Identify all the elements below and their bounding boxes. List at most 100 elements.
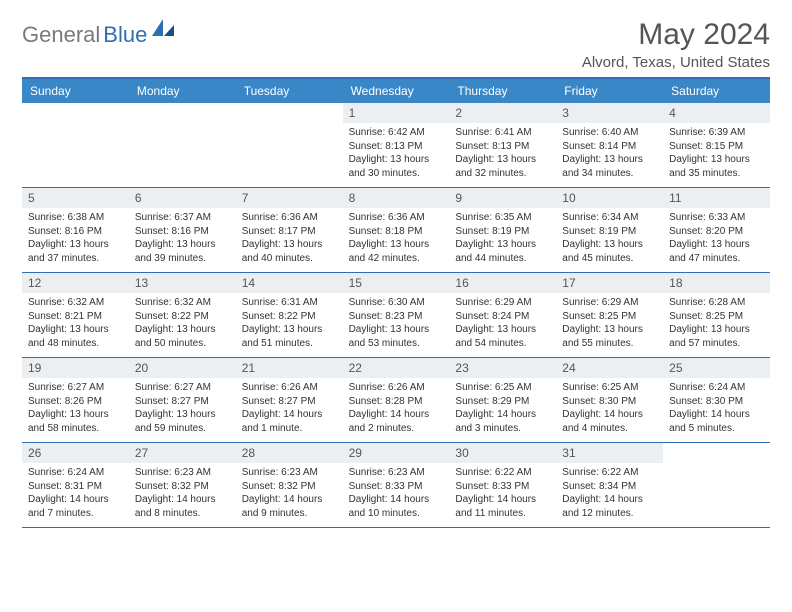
day-number: 11 [663, 188, 770, 208]
sunset-text: Sunset: 8:19 PM [562, 225, 657, 239]
sunrise-text: Sunrise: 6:38 AM [28, 211, 123, 225]
day-info: Sunrise: 6:38 AMSunset: 8:16 PMDaylight:… [26, 211, 125, 265]
sunrise-text: Sunrise: 6:26 AM [349, 381, 444, 395]
sunrise-text: Sunrise: 6:29 AM [455, 296, 550, 310]
header: GeneralBlue May 2024 Alvord, Texas, Unit… [22, 18, 770, 71]
daylight-text: Daylight: 14 hours and 5 minutes. [669, 408, 764, 435]
day-info: Sunrise: 6:32 AMSunset: 8:22 PMDaylight:… [133, 296, 232, 350]
sunrise-text: Sunrise: 6:28 AM [669, 296, 764, 310]
logo-text-2: Blue [103, 22, 147, 48]
week-row: 19Sunrise: 6:27 AMSunset: 8:26 PMDayligh… [22, 358, 770, 443]
day-cell: 20Sunrise: 6:27 AMSunset: 8:27 PMDayligh… [129, 358, 236, 442]
week-row: ...1Sunrise: 6:42 AMSunset: 8:13 PMDayli… [22, 103, 770, 188]
dayhead-wed: Wednesday [343, 79, 450, 103]
sunset-text: Sunset: 8:25 PM [562, 310, 657, 324]
daylight-text: Daylight: 14 hours and 3 minutes. [455, 408, 550, 435]
dayhead-sat: Saturday [663, 79, 770, 103]
day-number: 18 [663, 273, 770, 293]
sunset-text: Sunset: 8:13 PM [455, 140, 550, 154]
daylight-text: Daylight: 13 hours and 40 minutes. [242, 238, 337, 265]
sunrise-text: Sunrise: 6:39 AM [669, 126, 764, 140]
sunrise-text: Sunrise: 6:27 AM [135, 381, 230, 395]
day-info: Sunrise: 6:27 AMSunset: 8:26 PMDaylight:… [26, 381, 125, 435]
day-cell: 30Sunrise: 6:22 AMSunset: 8:33 PMDayligh… [449, 443, 556, 527]
sunset-text: Sunset: 8:16 PM [28, 225, 123, 239]
day-cell: 15Sunrise: 6:30 AMSunset: 8:23 PMDayligh… [343, 273, 450, 357]
day-info: Sunrise: 6:24 AMSunset: 8:31 PMDaylight:… [26, 466, 125, 520]
sunset-text: Sunset: 8:22 PM [242, 310, 337, 324]
day-cell: 5 Sunrise: 6:38 AMSunset: 8:16 PMDaylight… [22, 188, 129, 272]
day-cell: 24Sunrise: 6:25 AMSunset: 8:30 PMDayligh… [556, 358, 663, 442]
daylight-text: Daylight: 14 hours and 8 minutes. [135, 493, 230, 520]
day-info: Sunrise: 6:25 AMSunset: 8:29 PMDaylight:… [453, 381, 552, 435]
sunset-text: Sunset: 8:30 PM [669, 395, 764, 409]
sail-icon [152, 19, 174, 42]
day-info: Sunrise: 6:23 AMSunset: 8:32 PMDaylight:… [133, 466, 232, 520]
week-row: 5Sunrise: 6:38 AMSunset: 8:16 PMDaylight… [22, 188, 770, 273]
day-info: Sunrise: 6:35 AMSunset: 8:19 PMDaylight:… [453, 211, 552, 265]
day-info: Sunrise: 6:34 AMSunset: 8:19 PMDaylight:… [560, 211, 659, 265]
sunset-text: Sunset: 8:32 PM [242, 480, 337, 494]
sunrise-text: Sunrise: 6:36 AM [349, 211, 444, 225]
day-cell: 31Sunrise: 6:22 AMSunset: 8:34 PMDayligh… [556, 443, 663, 527]
sunset-text: Sunset: 8:33 PM [349, 480, 444, 494]
daylight-text: Daylight: 14 hours and 7 minutes. [28, 493, 123, 520]
day-cell: 2 Sunrise: 6:41 AMSunset: 8:13 PMDaylight… [449, 103, 556, 187]
day-number: 10 [556, 188, 663, 208]
daylight-text: Daylight: 13 hours and 57 minutes. [669, 323, 764, 350]
daylight-text: Daylight: 13 hours and 54 minutes. [455, 323, 550, 350]
day-number: 27 [129, 443, 236, 463]
day-number: 3 [556, 103, 663, 123]
sunrise-text: Sunrise: 6:33 AM [669, 211, 764, 225]
daylight-text: Daylight: 13 hours and 30 minutes. [349, 153, 444, 180]
day-info: Sunrise: 6:22 AMSunset: 8:34 PMDaylight:… [560, 466, 659, 520]
day-info: Sunrise: 6:32 AMSunset: 8:21 PMDaylight:… [26, 296, 125, 350]
day-info: Sunrise: 6:31 AMSunset: 8:22 PMDaylight:… [240, 296, 339, 350]
sunrise-text: Sunrise: 6:25 AM [562, 381, 657, 395]
day-info: Sunrise: 6:37 AMSunset: 8:16 PMDaylight:… [133, 211, 232, 265]
day-number: 30 [449, 443, 556, 463]
sunset-text: Sunset: 8:23 PM [349, 310, 444, 324]
sunrise-text: Sunrise: 6:40 AM [562, 126, 657, 140]
sunset-text: Sunset: 8:33 PM [455, 480, 550, 494]
logo-text-1: General [22, 22, 100, 48]
sunrise-text: Sunrise: 6:22 AM [455, 466, 550, 480]
month-title: May 2024 [582, 18, 770, 52]
day-cell: 26Sunrise: 6:24 AMSunset: 8:31 PMDayligh… [22, 443, 129, 527]
dayhead-sun: Sunday [22, 79, 129, 103]
sunrise-text: Sunrise: 6:35 AM [455, 211, 550, 225]
sunset-text: Sunset: 8:29 PM [455, 395, 550, 409]
day-info: Sunrise: 6:29 AMSunset: 8:25 PMDaylight:… [560, 296, 659, 350]
daylight-text: Daylight: 14 hours and 2 minutes. [349, 408, 444, 435]
calendar: Sunday Monday Tuesday Wednesday Thursday… [22, 77, 770, 528]
daylight-text: Daylight: 13 hours and 50 minutes. [135, 323, 230, 350]
day-info: Sunrise: 6:23 AMSunset: 8:33 PMDaylight:… [347, 466, 446, 520]
day-info: Sunrise: 6:42 AMSunset: 8:13 PMDaylight:… [347, 126, 446, 180]
day-number: 21 [236, 358, 343, 378]
day-info: Sunrise: 6:41 AMSunset: 8:13 PMDaylight:… [453, 126, 552, 180]
day-cell: 27 Sunrise: 6:23 AMSunset: 8:32 PMDayligh… [129, 443, 236, 527]
day-header-row: Sunday Monday Tuesday Wednesday Thursday… [22, 79, 770, 103]
day-cell: 9Sunrise: 6:35 AMSunset: 8:19 PMDaylight… [449, 188, 556, 272]
daylight-text: Daylight: 13 hours and 37 minutes. [28, 238, 123, 265]
sunset-text: Sunset: 8:25 PM [669, 310, 764, 324]
day-info: Sunrise: 6:36 AMSunset: 8:18 PMDaylight:… [347, 211, 446, 265]
day-info: Sunrise: 6:40 AMSunset: 8:14 PMDaylight:… [560, 126, 659, 180]
sunset-text: Sunset: 8:20 PM [669, 225, 764, 239]
day-number: 23 [449, 358, 556, 378]
day-info: Sunrise: 6:23 AMSunset: 8:32 PMDaylight:… [240, 466, 339, 520]
sunset-text: Sunset: 8:18 PM [349, 225, 444, 239]
day-cell: 6Sunrise: 6:37 AMSunset: 8:16 PMDaylight… [129, 188, 236, 272]
day-number: 7 [236, 188, 343, 208]
day-cell: . [22, 103, 129, 187]
day-number: 2 [449, 103, 556, 123]
day-number: 5 [22, 188, 129, 208]
day-cell: 11Sunrise: 6:33 AMSunset: 8:20 PMDayligh… [663, 188, 770, 272]
sunrise-text: Sunrise: 6:41 AM [455, 126, 550, 140]
day-info: Sunrise: 6:26 AMSunset: 8:28 PMDaylight:… [347, 381, 446, 435]
sunrise-text: Sunrise: 6:26 AM [242, 381, 337, 395]
daylight-text: Daylight: 13 hours and 53 minutes. [349, 323, 444, 350]
day-number: 25 [663, 358, 770, 378]
day-number: 28 [236, 443, 343, 463]
sunset-text: Sunset: 8:32 PM [135, 480, 230, 494]
